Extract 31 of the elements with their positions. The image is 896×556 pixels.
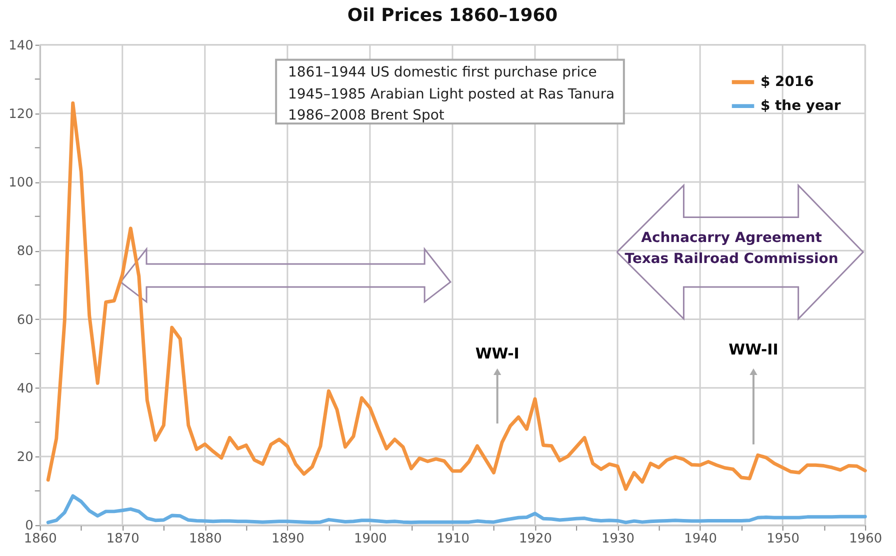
x-tick-label: 1940 (684, 532, 718, 547)
legend-label: $ the year (760, 98, 841, 114)
annotation: 1986–2008 Brent Spot (288, 108, 445, 124)
y-tick-label: 140 (8, 38, 34, 54)
chart-title: Oil Prices 1860–1960 (347, 4, 558, 26)
annotation: WW-I (475, 344, 520, 363)
y-tick-label: 40 (16, 381, 34, 396)
y-tick-label: 0 (25, 518, 34, 534)
line-series (46, 101, 867, 491)
x-tick-label: 1890 (271, 532, 304, 547)
x-tick-label: 1870 (106, 532, 140, 547)
y-tick-label: 80 (16, 244, 34, 260)
y-tick-label: 20 (16, 450, 34, 466)
annotation: 1945–1985 Arabian Light posted at Ras Tanura (288, 86, 615, 103)
x-tick-label: 1920 (519, 532, 552, 547)
annotation: WW-II (728, 340, 778, 359)
x-tick-label: 1910 (436, 532, 470, 547)
x-tick-label: 1880 (188, 532, 222, 547)
annotation: Achnacarry Agreement (641, 230, 822, 246)
y-tick-label: 100 (8, 176, 34, 191)
x-tick-label: 1860 (24, 532, 57, 547)
line-series (46, 494, 867, 524)
y-tick-label: 120 (8, 106, 34, 122)
x-tick-label: 1930 (602, 532, 634, 547)
annotation: Texas Railroad Commission (624, 251, 838, 268)
y-tick-label: 60 (16, 312, 34, 328)
annotation: 1861–1944 US domestic first purchase price (288, 64, 597, 81)
legend-label: $ 2016 (760, 74, 814, 90)
x-tick-label: 1900 (354, 532, 387, 547)
x-tick-label: 1960 (849, 532, 882, 547)
x-tick-label: 1950 (766, 532, 800, 547)
